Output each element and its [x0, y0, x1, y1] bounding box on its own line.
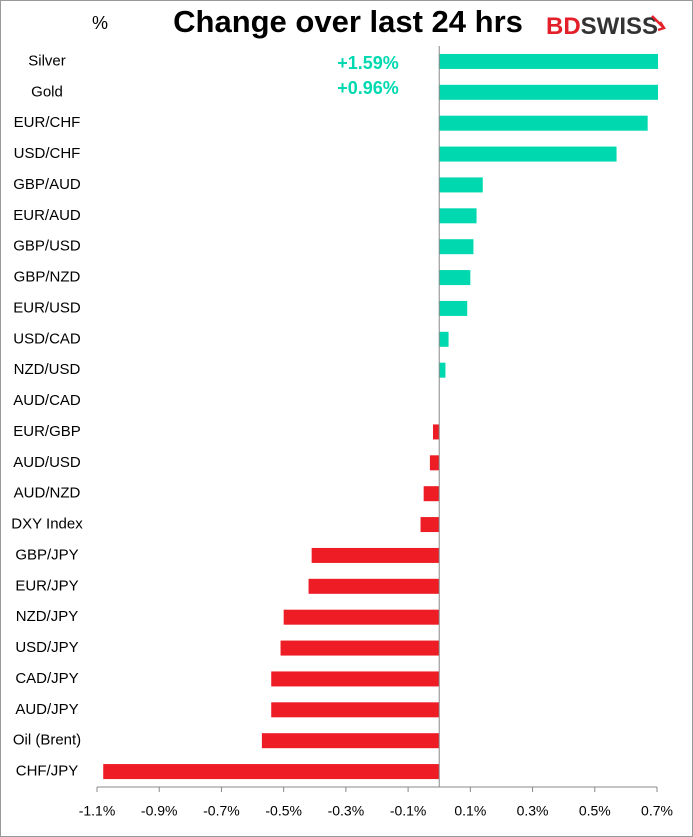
- y-tick-label: USD/JPY: [15, 639, 78, 656]
- y-tick-label: Gold: [31, 83, 63, 100]
- logo-arrow: [651, 15, 666, 32]
- x-tick-label: -0.5%: [265, 803, 302, 819]
- y-tick-label: GBP/JPY: [15, 546, 78, 563]
- y-tick-label: NZD/USD: [14, 361, 81, 378]
- x-tick-label: -0.1%: [390, 803, 427, 819]
- x-tick-label: -1.1%: [79, 803, 116, 819]
- y-tick-label: Silver: [28, 52, 66, 69]
- bar: [439, 300, 468, 316]
- y-tick-label: GBP/AUD: [13, 176, 81, 193]
- bar: [103, 764, 440, 780]
- bar: [439, 84, 658, 100]
- y-tick-label: NZD/JPY: [16, 608, 79, 625]
- logo: BDSWISS: [546, 13, 658, 40]
- logo-swiss: SWISS: [581, 13, 658, 40]
- y-tick-label: EUR/CHF: [14, 114, 81, 131]
- bar: [429, 455, 440, 471]
- bar: [261, 733, 440, 749]
- bar: [439, 239, 474, 255]
- value-label: +1.59%: [337, 53, 399, 73]
- logo-bd: BD: [546, 13, 581, 40]
- y-tick-label: EUR/JPY: [15, 577, 78, 594]
- y-tick-label: AUD/CAD: [13, 392, 81, 409]
- bar: [308, 578, 440, 594]
- x-tick-label: -0.3%: [328, 803, 365, 819]
- bar: [439, 208, 477, 224]
- y-tick-label: USD/CAD: [13, 330, 81, 347]
- y-tick-label: EUR/USD: [13, 299, 81, 316]
- bar: [271, 671, 440, 687]
- bars: [103, 53, 658, 780]
- y-tick-label: CHF/JPY: [16, 763, 79, 780]
- y-tick-label: DXY Index: [11, 516, 83, 533]
- y-tick-label: EUR/AUD: [13, 207, 81, 224]
- bar: [423, 486, 440, 502]
- bar: [439, 331, 449, 347]
- value-label: +0.96%: [337, 78, 399, 98]
- bar: [439, 115, 648, 131]
- bar: [439, 177, 483, 193]
- bar: [439, 270, 471, 286]
- x-tick-label: 0.3%: [517, 803, 549, 819]
- y-tick-label: USD/CHF: [14, 145, 81, 162]
- x-tick-label: -0.9%: [141, 803, 178, 819]
- bar: [311, 547, 440, 563]
- y-tick-label: AUD/NZD: [14, 485, 81, 502]
- x-tick-label: -0.7%: [203, 803, 240, 819]
- y-tick-label: Oil (Brent): [13, 732, 81, 749]
- y-tick-label: AUD/USD: [13, 454, 81, 471]
- x-tick-label: 0.5%: [579, 803, 611, 819]
- bar: [439, 146, 617, 162]
- y-tick-label: EUR/GBP: [13, 423, 81, 440]
- bar: [439, 53, 658, 69]
- y-tick-label: GBP/NZD: [14, 269, 81, 286]
- x-tick-label: 0.7%: [641, 803, 673, 819]
- bar: [433, 424, 440, 440]
- bar: [280, 640, 440, 656]
- x-tick-label: 0.1%: [454, 803, 486, 819]
- chart-title: Change over last 24 hrs: [173, 4, 523, 39]
- unit-label: %: [92, 13, 108, 33]
- bar: [283, 609, 440, 625]
- bar: [271, 702, 440, 718]
- y-tick-label: CAD/JPY: [15, 670, 78, 687]
- bar: [420, 517, 440, 533]
- y-tick-label: GBP/USD: [13, 238, 81, 255]
- bar: [439, 362, 446, 378]
- y-tick-label: AUD/JPY: [15, 701, 78, 718]
